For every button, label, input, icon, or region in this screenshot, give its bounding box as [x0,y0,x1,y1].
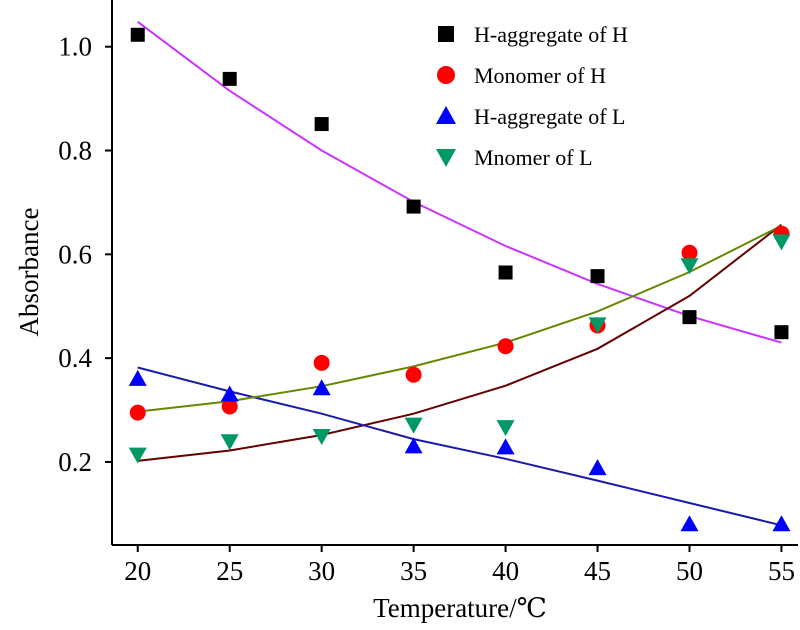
fit-line [137,21,782,344]
axes: 20 25 30 35 40 45 50 55 0.2 0.4 0.6 0.8 1.0 [58,0,798,586]
x-tick-label: 25 [216,556,243,586]
y-axis-title: Absorbance [14,208,44,337]
fit-line [137,223,783,462]
legend-label: Monomer of H [474,63,606,88]
legend: H-aggregate of H Monomer of H H-aggregate … [436,22,628,170]
marker-triangle-up [312,379,331,396]
marker-triangle-down [496,420,515,437]
x-tick-label: 45 [584,556,611,586]
x-tick-label: 40 [492,556,519,586]
marker-triangle-down [128,447,147,464]
fit-line [137,366,782,527]
x-tick-label: 30 [308,556,335,586]
legend-label: H-aggregate of H [474,22,628,47]
marker-triangle-down [220,434,239,451]
marker-triangle-up [404,437,423,454]
marker-triangle-up [496,438,515,455]
marker-triangle-down [772,234,791,251]
marker-triangle-down [588,317,607,334]
x-tick-label: 55 [768,556,795,586]
marker-square [498,265,513,280]
x-tick-label: 20 [124,556,151,586]
marker-triangle-down [404,417,423,434]
marker-square [590,269,605,284]
marker-square [314,117,329,132]
marker-triangle-up [128,369,147,386]
fit-line [137,224,782,413]
marker-circle [497,338,514,355]
marker-square [406,199,421,214]
marker-triangle-up [680,515,699,532]
marker-square [222,71,237,86]
marker-square [438,26,454,42]
y-tick-label: 0.2 [58,447,92,477]
marker-triangle-down [312,429,331,445]
x-axis-title: Temperature/℃ [373,593,547,623]
marker-triangle-up [220,385,239,402]
data-markers [128,27,791,532]
marker-circle [313,354,330,371]
marker-square [130,27,145,42]
marker-triangle-up [436,106,456,124]
marker-circle [405,366,422,383]
fit-lines [137,21,783,527]
marker-triangle-down [436,149,456,167]
marker-circle [129,404,146,421]
x-tick-label: 50 [676,556,703,586]
marker-square [682,310,697,325]
y-tick-label: 0.8 [58,136,92,166]
marker-circle [437,66,455,84]
marker-triangle-down [680,258,699,275]
legend-label: H-aggregate of L [474,104,625,129]
y-tick-label: 1.0 [58,32,92,62]
legend-label: Mnomer of L [474,145,593,170]
x-tick-label: 35 [400,556,427,586]
marker-square [774,325,789,340]
marker-triangle-up [588,459,607,476]
marker-triangle-up [772,515,791,532]
marker-circle [681,244,698,261]
y-tick-label: 0.4 [58,343,92,373]
y-tick-label: 0.6 [58,239,92,269]
marker-circle [221,398,238,415]
